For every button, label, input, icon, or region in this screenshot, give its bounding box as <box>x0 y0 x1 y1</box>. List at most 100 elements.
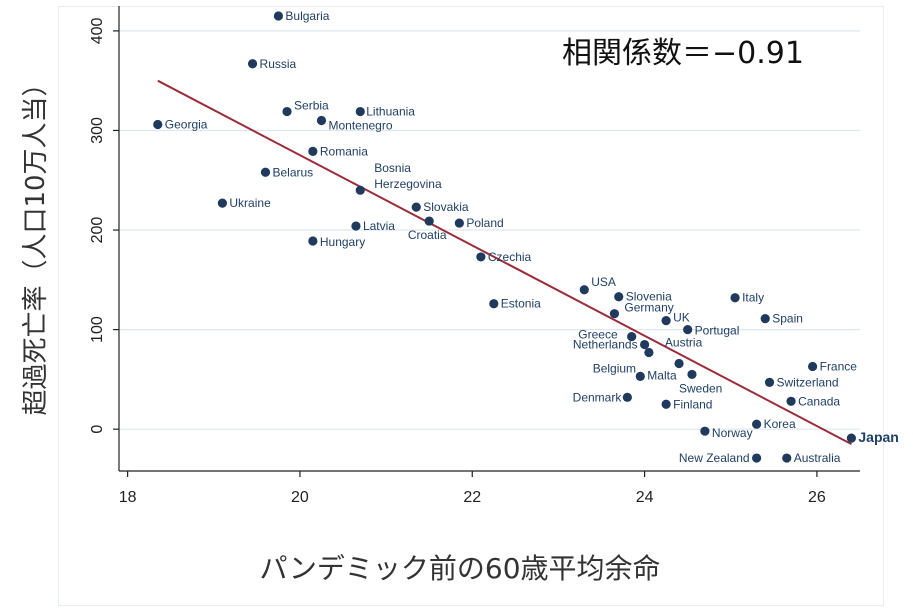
label-croatia: Croatia <box>408 228 447 242</box>
label-poland: Poland <box>466 216 503 230</box>
label-ukraine: Ukraine <box>229 196 271 210</box>
point-poland <box>454 218 464 228</box>
label-canada: Canada <box>798 394 840 408</box>
label-australia: Australia <box>794 451 841 465</box>
point-czechia <box>476 252 486 262</box>
label-greece: Greece <box>578 328 618 342</box>
x-tick-label: 20 <box>291 489 309 506</box>
label-hungary: Hungary <box>320 235 365 249</box>
point-latvia <box>351 221 361 231</box>
point-belarus <box>260 167 271 177</box>
point-australia <box>782 453 792 463</box>
point-romania <box>308 146 318 156</box>
label-japan: Japan <box>858 429 898 445</box>
y-tick-label: 300 <box>89 117 106 144</box>
point-netherlands <box>639 339 650 350</box>
label-belgium: Belgium <box>593 361 636 375</box>
point-norway <box>700 426 710 436</box>
label-norway: Norway <box>712 426 753 440</box>
point-canada <box>786 396 796 406</box>
point-ukraine <box>217 198 227 208</box>
label-malta: Malta <box>647 368 677 382</box>
label-portugal: Portugal <box>695 324 740 338</box>
point-serbia <box>282 106 292 117</box>
x-tick-label: 18 <box>119 489 137 506</box>
point-portugal <box>683 325 693 335</box>
data-points <box>153 11 856 463</box>
y-tick-label: 200 <box>89 217 106 244</box>
label-belarus: Belarus <box>272 165 313 179</box>
y-tick-label: 400 <box>89 17 106 44</box>
point-slovakia <box>411 202 421 212</box>
label-czechia: Czechia <box>488 250 532 264</box>
label-finland: Finland <box>673 397 712 411</box>
point-spain <box>760 314 770 324</box>
fit-line <box>157 79 852 446</box>
label-russia: Russia <box>260 57 297 71</box>
correlation-annotation: 相関係数＝−0.91 <box>562 36 804 71</box>
label-switzerland: Switzerland <box>777 375 839 389</box>
point-belgium <box>674 358 684 369</box>
label-montenegro: Montenegro <box>328 119 392 133</box>
point-malta <box>635 371 645 382</box>
point-usa <box>579 285 589 295</box>
label-romania: Romania <box>320 144 368 158</box>
point-sweden <box>687 369 697 380</box>
point-japan <box>846 433 856 443</box>
point-croatia <box>424 216 434 226</box>
label-germany: Germany <box>624 301 673 315</box>
point-switzerland <box>764 377 775 387</box>
label-bulgaria: Bulgaria <box>285 9 329 23</box>
label-netherlands: Netherlands <box>573 338 638 352</box>
label-uk: UK <box>673 311 690 325</box>
point-georgia <box>153 119 163 130</box>
point-greece <box>627 331 637 342</box>
point-austria <box>644 347 654 358</box>
label-georgia: Georgia <box>165 117 208 131</box>
x-tick-label: 24 <box>636 489 654 506</box>
label-serbia: Serbia <box>294 99 329 113</box>
label-usa: USA <box>591 275 616 289</box>
point-korea <box>752 419 762 429</box>
y-tick-label: 100 <box>89 316 106 343</box>
point-estonia <box>489 299 499 309</box>
point-denmark <box>622 392 632 402</box>
y-tick-label: 0 <box>89 425 106 434</box>
label-slovakia: Slovakia <box>423 200 469 214</box>
point-new-zealand <box>752 453 762 463</box>
label-lithuania: Lithuania <box>366 105 415 119</box>
point-italy <box>730 293 740 303</box>
label-austria: Austria <box>665 336 703 350</box>
point-germany <box>609 309 620 319</box>
label-france: France <box>820 359 858 373</box>
label-korea: Korea <box>764 417 796 431</box>
x-tick-label: 26 <box>808 489 826 506</box>
label-italy: Italy <box>742 291 764 305</box>
label-estonia: Estonia <box>501 297 541 311</box>
point-bulgaria <box>273 11 284 21</box>
point-slovenia <box>614 292 624 302</box>
label-denmark: Denmark <box>573 390 623 404</box>
point-bosnia-herzegovina <box>355 185 365 195</box>
x-tick-label: 22 <box>463 489 481 506</box>
label-spain: Spain <box>772 312 803 326</box>
point-uk <box>661 316 671 326</box>
point-france <box>808 361 818 372</box>
point-finland <box>661 399 671 409</box>
x-axis-title: パンデミック前の60歳平均余命 <box>259 552 660 585</box>
grid-lines <box>119 30 860 430</box>
axis-ticks: 18 20 22 24 26 0 100 200 300 400 <box>89 17 826 506</box>
label-bosnia-herzegovina: Bosnia Herzegovina <box>374 161 442 191</box>
point-hungary <box>308 236 318 246</box>
label-new-zealand: New Zealand <box>679 451 750 465</box>
point-montenegro <box>316 115 327 126</box>
label-sweden: Sweden <box>679 381 722 395</box>
point-russia <box>247 59 258 69</box>
y-axis-title: 超過死亡率（人口10万人当） <box>21 70 51 415</box>
label-latvia: Latvia <box>363 219 395 233</box>
chart-frame <box>58 6 884 606</box>
point-lithuania <box>355 106 365 117</box>
label-slovenia: Slovenia <box>626 290 672 304</box>
